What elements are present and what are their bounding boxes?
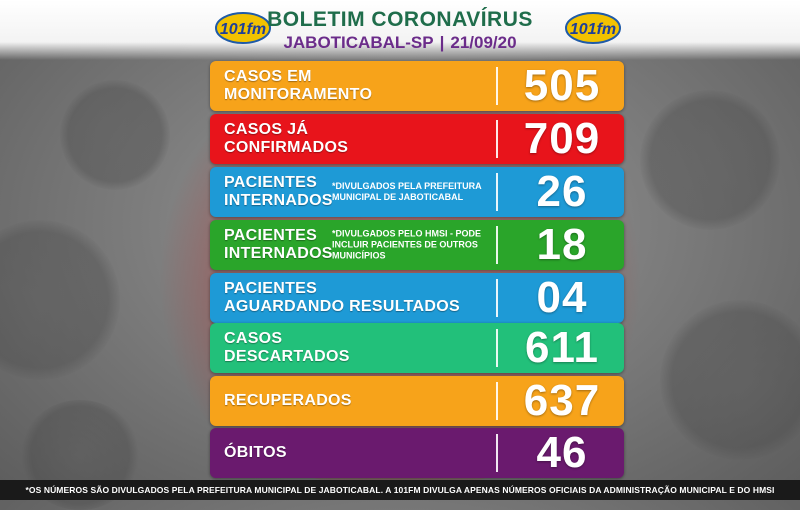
stat-panel-hospitalized-hmsi: PACIENTES INTERNADOS *DIVULGADOS PELO HMS… xyxy=(210,220,624,270)
stat-label: PACIENTES INTERNADOS xyxy=(224,174,333,210)
stat-value: 709 xyxy=(523,114,601,163)
stat-label-line2: MONITORAMENTO xyxy=(224,86,373,103)
stat-label-line1: CASOS JÁ xyxy=(224,121,309,138)
stat-value: 505 xyxy=(523,61,601,110)
stat-label-line1: CASOS xyxy=(224,330,283,347)
stat-label-line2: INTERNADOS xyxy=(224,245,333,262)
subtitle-separator: | xyxy=(439,33,445,52)
stat-panel-confirmed: CASOS JÁ CONFIRMADOS 709 xyxy=(210,114,624,164)
stat-label-line1: CASOS EM xyxy=(224,68,312,85)
svg-text:101fm: 101fm xyxy=(570,21,616,38)
stat-label: PACIENTES AGUARDANDO RESULTADOS xyxy=(224,280,460,316)
divider xyxy=(496,173,498,211)
stat-panel-deaths: ÓBITOS 46 xyxy=(210,428,624,478)
stat-panel-monitoring: CASOS EM MONITORAMENTO 505 xyxy=(210,61,624,111)
stat-label: CASOS DESCARTADOS xyxy=(224,330,350,366)
stat-panel-discarded: CASOS DESCARTADOS 611 xyxy=(210,323,624,373)
radio-logo-icon: 101fm xyxy=(565,12,621,44)
divider xyxy=(496,279,498,317)
virus-background-icon xyxy=(60,80,170,190)
stat-label-line1: PACIENTES xyxy=(224,280,318,297)
virus-background-icon xyxy=(660,300,800,460)
stat-value: 26 xyxy=(536,167,588,216)
stat-value: 637 xyxy=(523,376,601,425)
stat-label-line2: DESCARTADOS xyxy=(224,348,350,365)
stat-label: CASOS JÁ CONFIRMADOS xyxy=(224,121,348,157)
stat-label: RECUPERADOS xyxy=(224,392,352,410)
stat-note: *DIVULGADOS PELO HMSI - PODE INCLUIR PAC… xyxy=(332,228,482,261)
divider xyxy=(496,226,498,264)
divider xyxy=(496,120,498,158)
stat-value: 611 xyxy=(525,323,599,372)
stat-panel-awaiting-results: PACIENTES AGUARDANDO RESULTADOS 04 xyxy=(210,273,624,323)
stat-label-line1: PACIENTES xyxy=(224,174,318,191)
stat-panel-recovered: RECUPERADOS 637 xyxy=(210,376,624,426)
stat-label: PACIENTES INTERNADOS xyxy=(224,227,333,263)
divider xyxy=(496,67,498,105)
svg-text:101fm: 101fm xyxy=(220,21,266,38)
stat-label-line1: RECUPERADOS xyxy=(224,392,352,409)
stat-panel-hospitalized-prefeitura: PACIENTES INTERNADOS *DIVULGADOS PELA PRE… xyxy=(210,167,624,217)
stat-label-line1: PACIENTES xyxy=(224,227,318,244)
divider xyxy=(496,382,498,420)
stat-label: ÓBITOS xyxy=(224,444,287,462)
footer-disclaimer: *OS NÚMEROS SÃO DIVULGADOS PELA PREFEITU… xyxy=(0,480,800,500)
stat-value: 04 xyxy=(536,273,588,322)
city-label: JABOTICABAL-SP xyxy=(283,33,434,52)
stat-label-line1: ÓBITOS xyxy=(224,444,287,461)
stat-value: 18 xyxy=(536,220,588,269)
date-label: 21/09/20 xyxy=(450,33,517,52)
page-title: BOLETIM CORONAVÍRUS xyxy=(267,8,533,31)
stat-note: *DIVULGADOS PELA PREFEITURA MUNICIPAL DE… xyxy=(332,181,482,202)
divider xyxy=(496,329,498,367)
header: 101fm BOLETIM CORONAVÍRUS JABOTICABAL-SP… xyxy=(0,0,800,60)
stat-label-line2: CONFIRMADOS xyxy=(224,139,349,156)
stat-label-line2: AGUARDANDO RESULTADOS xyxy=(224,298,460,315)
stat-value: 46 xyxy=(536,428,588,477)
divider xyxy=(496,434,498,472)
virus-background-icon xyxy=(640,90,780,230)
radio-logo-icon: 101fm xyxy=(215,12,271,44)
stat-label-line2: INTERNADOS xyxy=(224,192,333,209)
page-subtitle: JABOTICABAL-SP | 21/09/20 xyxy=(0,33,800,53)
stat-label: CASOS EM MONITORAMENTO xyxy=(224,68,372,104)
virus-background-icon xyxy=(0,220,120,380)
